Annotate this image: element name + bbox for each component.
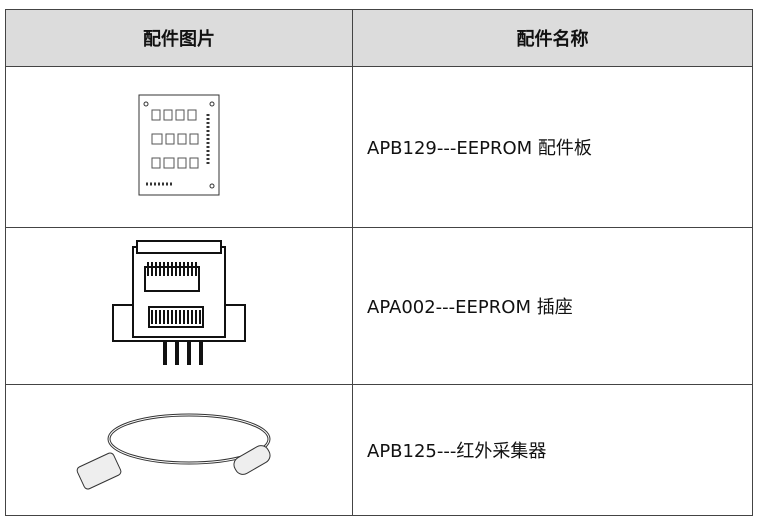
image-cell xyxy=(5,384,353,516)
image-cell xyxy=(5,227,353,385)
part-name: APB129---EEPROM 配件板 xyxy=(352,66,753,228)
image-cell xyxy=(5,66,353,228)
row: APB129---EEPROM 配件板 xyxy=(5,66,753,228)
parts-table: 配件图片 配件名称 APB129---EEPROM 配件板 xyxy=(5,9,753,516)
board-image xyxy=(138,94,220,196)
cable-image xyxy=(76,413,271,490)
part-name: APA002---EEPROM 插座 xyxy=(352,227,753,385)
socket-image xyxy=(112,240,246,365)
row: APB125---红外采集器 xyxy=(5,384,753,516)
header-cell: 配件图片 xyxy=(5,9,353,67)
header-cell: 配件名称 xyxy=(352,9,753,67)
header-row: 配件图片 配件名称 xyxy=(5,9,753,67)
part-name: APB125---红外采集器 xyxy=(352,384,753,516)
row: APA002---EEPROM 插座 xyxy=(5,227,753,385)
